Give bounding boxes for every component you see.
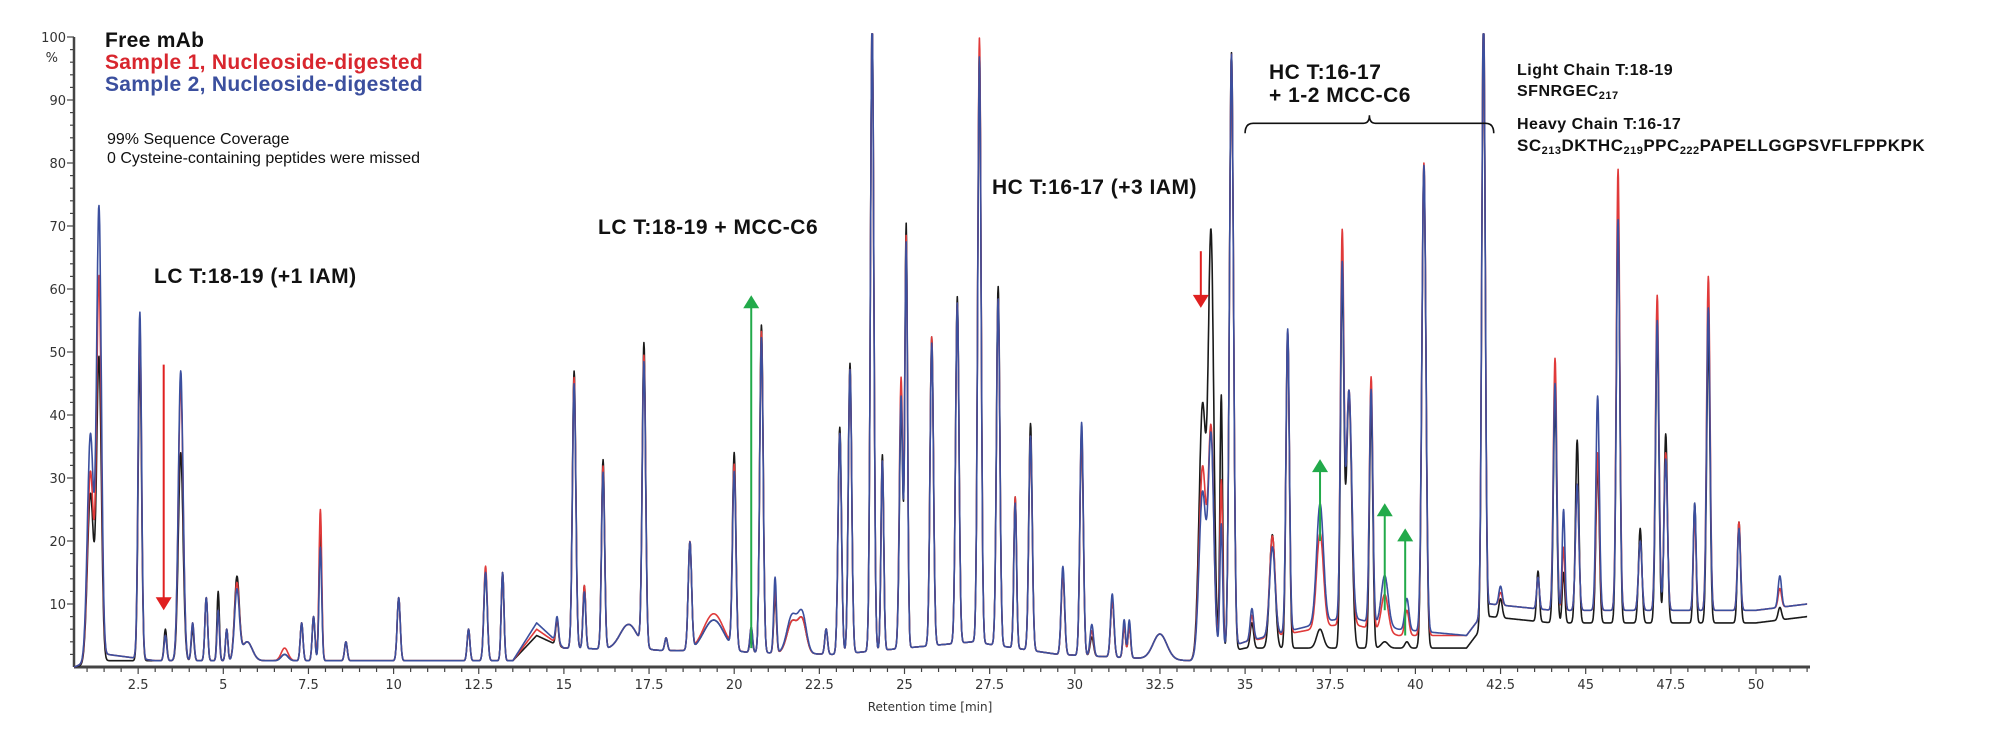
- y-tick-label: 10: [49, 598, 66, 613]
- heavy-chain-residues: PPC: [1643, 136, 1680, 155]
- x-tick-label: 27.5: [975, 678, 1004, 693]
- x-tick-label: 10: [385, 678, 402, 693]
- x-tick-label: 30: [1067, 678, 1084, 693]
- y-tick-label: 30: [49, 472, 66, 487]
- x-tick-label: 15: [556, 678, 573, 693]
- axes: 2.5 5 7.5 10 12.5 15 17.5 20 22.5 25 27.5 30 32.5 35 3…: [41, 31, 1810, 693]
- y-axis-label: %: [46, 51, 58, 66]
- x-axis-label: Retention time [min]: [868, 700, 993, 714]
- x-tick-label: 25: [896, 678, 913, 693]
- legend-sample-2: Sample 2, Nucleoside-digested: [105, 73, 423, 96]
- x-tick-label: 47.5: [1656, 678, 1685, 693]
- heavy-chain-sequence: SC213DKTHC219PPC222PAPELLGGPSVFLFPPKPK: [1517, 136, 1925, 161]
- x-tick-label: 12.5: [464, 678, 493, 693]
- legend-sample-1: Sample 1, Nucleoside-digested: [105, 51, 423, 74]
- coverage-note: 99% Sequence Coverage: [107, 131, 290, 148]
- light-chain-residues: SFNRGEC: [1517, 83, 1599, 100]
- heavy-chain-residues: DKTHC: [1561, 136, 1624, 155]
- x-tick-label: 45: [1577, 678, 1594, 693]
- heavy-chain-position: 219: [1623, 145, 1644, 157]
- x-tick-label: 22.5: [805, 678, 834, 693]
- x-tick-label: 7.5: [298, 678, 319, 693]
- x-tick-label: 32.5: [1145, 678, 1174, 693]
- annotation-hc-iam: HC T:16-17 (+3 IAM): [992, 176, 1197, 199]
- y-tick-label: 50: [49, 346, 66, 361]
- heavy-chain-position: 222: [1679, 145, 1700, 157]
- annotation-lc-iam: LC T:18-19 (+1 IAM): [154, 265, 357, 288]
- x-tick-label: 35: [1237, 678, 1254, 693]
- heavy-chain-residues: SC: [1517, 136, 1542, 155]
- red-down-arrow-head: [155, 597, 172, 611]
- heavy-chain-title: Heavy Chain T:16-17: [1517, 116, 1682, 133]
- missed-peptides-note: 0 Cysteine-containing peptides were miss…: [107, 150, 421, 167]
- x-tick-label: 17.5: [635, 678, 664, 693]
- red-down-arrow-head: [1192, 294, 1209, 308]
- y-tick-label: 90: [49, 94, 66, 109]
- light-chain-position: 217: [1598, 90, 1619, 102]
- y-tick-label: 80: [49, 157, 66, 172]
- y-tick-label: 20: [49, 535, 66, 550]
- trace-sample-2: [73, 33, 1808, 668]
- light-chain-title: Light Chain T:18-19: [1517, 62, 1674, 79]
- green-up-arrow-head: [743, 295, 760, 309]
- heavy-chain-residues: PAPELLGGPSVFLFPPKPK: [1699, 136, 1926, 155]
- x-tick-label: 42.5: [1486, 678, 1515, 693]
- traces: [73, 33, 1808, 668]
- y-tick-label: 60: [49, 283, 66, 298]
- y-tick-label: 70: [49, 220, 66, 235]
- bracket: [1244, 115, 1495, 134]
- green-up-arrow-head: [1397, 528, 1414, 542]
- x-tick-label: 5: [219, 678, 227, 693]
- y-tick-label: 40: [49, 409, 66, 424]
- x-tick-label: 37.5: [1316, 678, 1345, 693]
- heavy-chain-position: 213: [1541, 145, 1562, 157]
- x-tick-label: 2.5: [128, 678, 149, 693]
- x-tick-label: 50: [1748, 678, 1765, 693]
- annotation-lc-mcc: LC T:18-19 + MCC-C6: [598, 216, 819, 239]
- legend-free-mab: Free mAb: [105, 29, 205, 52]
- x-tick-label: 20: [726, 678, 743, 693]
- annotation-hc-mcc-line1: HC T:16-17: [1269, 61, 1382, 84]
- light-chain-sequence: SFNRGEC217: [1517, 82, 1619, 106]
- annotation-marks: [155, 115, 1495, 649]
- green-up-arrow-head: [1376, 503, 1393, 517]
- x-tick-label: 40: [1407, 678, 1424, 693]
- annotation-hc-mcc-line2: + 1-2 MCC-C6: [1269, 84, 1411, 107]
- green-up-arrow-head: [1312, 459, 1329, 473]
- y-tick-label: 100: [41, 31, 66, 46]
